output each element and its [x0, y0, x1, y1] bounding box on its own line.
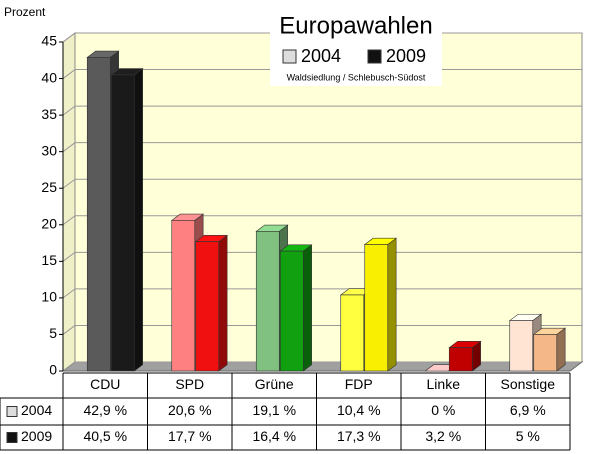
value-label: 19,1 %	[252, 402, 296, 418]
y-tick-label: 30	[41, 142, 57, 158]
grid-line-side	[62, 215, 76, 226]
bar-side	[556, 327, 566, 372]
value-label: 20,6 %	[168, 402, 212, 418]
value-label: 6,9 %	[510, 402, 546, 418]
bar	[340, 294, 365, 372]
bar-side	[302, 244, 312, 372]
x-tick-label: FDP	[345, 376, 373, 392]
y-tick-label: 40	[41, 69, 57, 85]
bar	[110, 74, 135, 372]
value-label: 10,4 %	[337, 402, 381, 418]
y-tick-label: 35	[41, 106, 57, 122]
grid-line-side	[62, 325, 76, 335]
value-label: 42,9 %	[83, 402, 127, 418]
legend-swatch	[6, 406, 18, 417]
bar	[364, 244, 389, 372]
table-bg	[0, 398, 570, 450]
grid-line-side	[62, 288, 76, 299]
y-axis-label: Prozent	[4, 5, 46, 19]
chart-subtitle: Waldsiedlung / Schlebusch-Südost	[287, 72, 426, 82]
x-tick-label: SPD	[175, 376, 204, 392]
grid-line-side	[62, 361, 76, 372]
legend-swatch	[6, 432, 18, 443]
grid-line-side	[62, 32, 76, 43]
value-label: 5 %	[516, 428, 540, 444]
x-tick-label: CDU	[90, 376, 120, 392]
legend-label: 2009	[386, 46, 426, 66]
bar	[171, 220, 196, 372]
grid-line-side	[62, 178, 76, 189]
y-tick-label: 45	[41, 33, 57, 49]
x-tick-label: Sonstige	[501, 376, 556, 392]
legend-swatch	[282, 49, 297, 64]
value-label: 0 %	[431, 402, 455, 418]
legend-swatch	[367, 49, 382, 64]
grid-line-side	[62, 251, 76, 262]
legend-label: 2004	[301, 46, 341, 66]
y-tick-label: 25	[41, 179, 57, 195]
x-tick-label: Grüne	[255, 376, 294, 392]
y-tick-label: 10	[41, 289, 57, 305]
legend-label: 2004	[21, 402, 52, 418]
y-tick-label: 15	[41, 252, 57, 268]
grid-line-side	[62, 105, 76, 116]
grid-line-side	[62, 69, 76, 79]
y-tick-label: 0	[49, 362, 57, 378]
bar	[86, 57, 111, 372]
grid-line-side	[62, 142, 76, 153]
bar	[448, 347, 473, 372]
bar-side	[387, 237, 397, 372]
bar	[255, 231, 280, 372]
title-box	[270, 6, 442, 86]
bar	[195, 241, 220, 372]
bar	[509, 320, 534, 372]
value-label: 17,7 %	[168, 428, 212, 444]
bar-side	[133, 67, 143, 372]
value-label: 16,4 %	[252, 428, 296, 444]
bar-side	[218, 234, 228, 372]
y-tick-label: 20	[41, 215, 57, 231]
value-label: 17,3 %	[337, 428, 381, 444]
bar	[533, 334, 558, 372]
side-wall	[62, 32, 76, 372]
y-tick-label: 5	[49, 325, 57, 341]
value-label: 3,2 %	[425, 428, 461, 444]
chart-title: Europawahlen	[279, 12, 432, 39]
bar	[279, 250, 304, 372]
x-tick-label: Linke	[427, 376, 461, 392]
value-label: 40,5 %	[83, 428, 127, 444]
legend-label: 2009	[21, 428, 52, 444]
